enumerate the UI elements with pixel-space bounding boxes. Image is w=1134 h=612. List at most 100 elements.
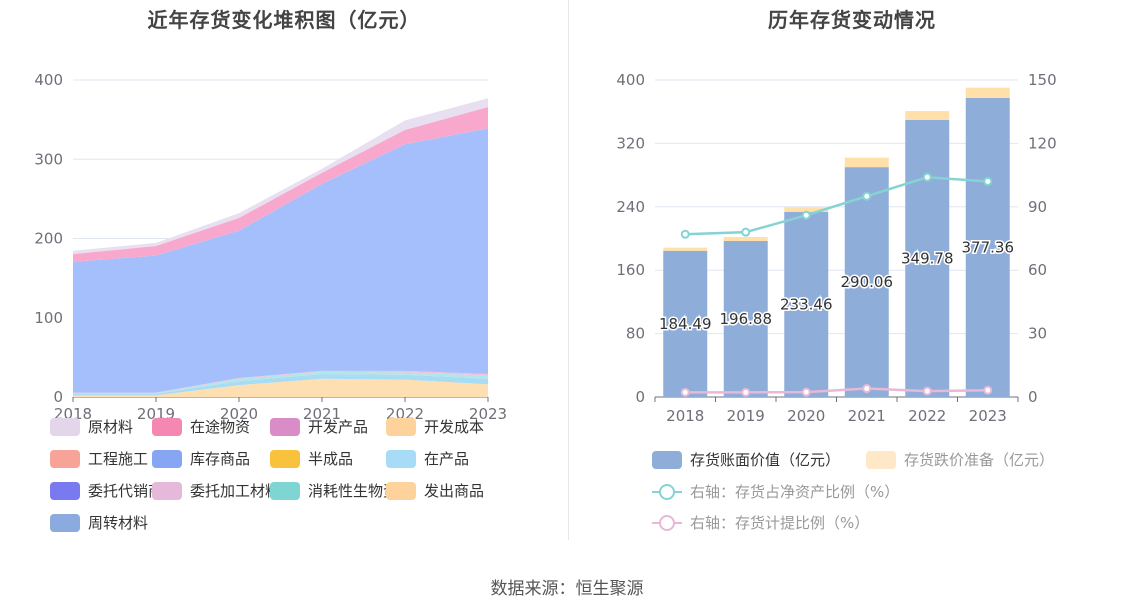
area-series-消耗性生物资产 <box>73 371 488 394</box>
bar-book-value <box>663 250 708 397</box>
area-series-开发成本 <box>73 378 488 397</box>
bar-impairment-reserve <box>965 87 1010 98</box>
legend-label: 开发成本 <box>424 418 485 436</box>
y2-tick-label: 60 <box>1028 261 1047 279</box>
legend-item[interactable]: 委托加工材料 <box>152 480 280 501</box>
bar-book-value <box>723 240 768 397</box>
bar-value-label: 349.78 <box>901 249 954 267</box>
line-point <box>680 229 690 239</box>
data-source-note: 数据来源：恒生聚源 <box>490 579 644 599</box>
y2-tick-label: 30 <box>1028 325 1047 343</box>
legend-label: 在产品 <box>424 450 470 468</box>
x-tick-label: 2022 <box>908 407 946 425</box>
y-tick-label: 320 <box>616 134 645 152</box>
x-tick-label: 2021 <box>303 405 341 423</box>
legend-label: 存货跌价准备（亿元） <box>904 451 1055 469</box>
y-tick-label: 200 <box>34 230 63 248</box>
legend-item[interactable]: 半成品 <box>270 448 353 469</box>
legend-label: 工程施工 <box>88 450 149 468</box>
right-chart-title: 历年存货变动情况 <box>768 8 936 32</box>
legend-label: 右轴：存货计提比例（%） <box>690 514 870 532</box>
bar-value-label: 233.46 <box>780 295 833 313</box>
legend-swatch <box>50 449 80 468</box>
legend-item[interactable]: 发出商品 <box>386 480 484 501</box>
line-point <box>922 386 932 396</box>
legend-label: 存货账面价值（亿元） <box>690 451 841 469</box>
legend-swatch <box>386 481 416 500</box>
legend-swatch <box>270 417 300 436</box>
area-series-在途物资 <box>73 106 488 262</box>
legend-label: 原材料 <box>88 418 134 436</box>
legend-item[interactable]: 开发成本 <box>386 416 484 437</box>
panel-divider <box>568 0 569 540</box>
y-tick-label: 0 <box>53 388 63 406</box>
bar-impairment-reserve <box>663 247 708 251</box>
legend-swatch <box>152 417 182 436</box>
line-point <box>801 210 811 220</box>
legend-swatch <box>652 450 682 469</box>
stacked-area-chart-panel: 近年存货变化堆积图（亿元） 0 100 200 300 400 2018 2019 2020 2… <box>0 0 568 560</box>
line-series-1 <box>685 387 988 394</box>
legend-item[interactable]: 库存商品 <box>152 448 250 469</box>
legend-swatch <box>152 449 182 468</box>
x-tick-label: 2020 <box>787 407 825 425</box>
bar-impairment-reserve <box>844 157 889 168</box>
line-point <box>922 172 932 182</box>
legend-item[interactable]: 存货跌价准备（亿元） <box>866 449 1054 470</box>
legend-line-marker-icon <box>652 483 682 501</box>
legend-swatch <box>386 449 416 468</box>
line-series-0 <box>685 175 988 236</box>
legend-item[interactable]: 存货账面价值（亿元） <box>652 449 840 470</box>
bar-book-value <box>784 211 829 397</box>
left-chart-title: 近年存货变化堆积图（亿元） <box>147 8 421 32</box>
legend-label: 委托加工材料 <box>190 482 281 500</box>
y2-tick-label: 0 <box>1028 388 1038 406</box>
bar-book-value <box>844 167 889 397</box>
x-tick-label: 2019 <box>727 407 765 425</box>
legend-item[interactable]: 原材料 <box>50 416 133 437</box>
y-tick-label: 400 <box>616 71 645 89</box>
legend-swatch <box>50 481 80 500</box>
line-point <box>680 387 690 397</box>
y-tick-label: 300 <box>34 150 63 168</box>
bar-value-label: 196.88 <box>720 310 773 328</box>
y-tick-label: 0 <box>635 388 645 406</box>
legend-label: 开发产品 <box>308 418 369 436</box>
bar-impairment-reserve <box>784 207 829 212</box>
legend-item[interactable]: 右轴：存货占净资产比例（%） <box>652 481 899 502</box>
bar-line-chart: 0 80 160 240 320 400 0 30 60 90 120 150 184.49 2018 19… <box>616 71 1057 425</box>
y2-tick-label: 120 <box>1028 134 1057 152</box>
area-series-原材料 <box>73 98 488 254</box>
area-series-库存商品 <box>73 128 488 393</box>
y-tick-label: 240 <box>616 198 645 216</box>
legend-swatch <box>50 417 80 436</box>
legend-item[interactable]: 在产品 <box>386 448 469 469</box>
area-series-在产品 <box>73 374 488 396</box>
bar-value-label: 377.36 <box>962 238 1015 256</box>
x-tick-label: 2018 <box>666 407 704 425</box>
legend-label: 右轴：存货占净资产比例（%） <box>690 483 900 501</box>
y-tick-label: 400 <box>34 71 63 89</box>
legend-item[interactable]: 开发产品 <box>270 416 368 437</box>
bar-value-label: 290.06 <box>841 273 894 291</box>
legend-item[interactable]: 周转材料 <box>50 512 148 533</box>
legend-item[interactable]: 右轴：存货计提比例（%） <box>652 512 869 533</box>
legend-swatch <box>270 481 300 500</box>
legend-swatch <box>270 449 300 468</box>
bar-impairment-reserve <box>723 237 768 241</box>
x-tick-label: 2020 <box>220 405 258 423</box>
y2-tick-label: 90 <box>1028 198 1047 216</box>
y2-tick-label: 150 <box>1028 71 1057 89</box>
legend-item[interactable]: 在途物资 <box>152 416 250 437</box>
bar-line-chart-panel: 历年存货变动情况 0 80 160 240 320 400 0 30 60 90 120 150 184… <box>570 0 1134 560</box>
legend-item[interactable]: 工程施工 <box>50 448 148 469</box>
x-tick-label: 2023 <box>969 407 1007 425</box>
legend-swatch <box>386 417 416 436</box>
y-tick-label: 100 <box>34 309 63 327</box>
area-series-委托加工材料 <box>73 370 488 394</box>
line-point <box>862 191 872 201</box>
x-tick-label: 2021 <box>848 407 886 425</box>
legend-swatch <box>866 450 896 469</box>
bar-value-label: 184.49 <box>659 315 712 333</box>
legend-line-marker-icon <box>652 514 682 532</box>
